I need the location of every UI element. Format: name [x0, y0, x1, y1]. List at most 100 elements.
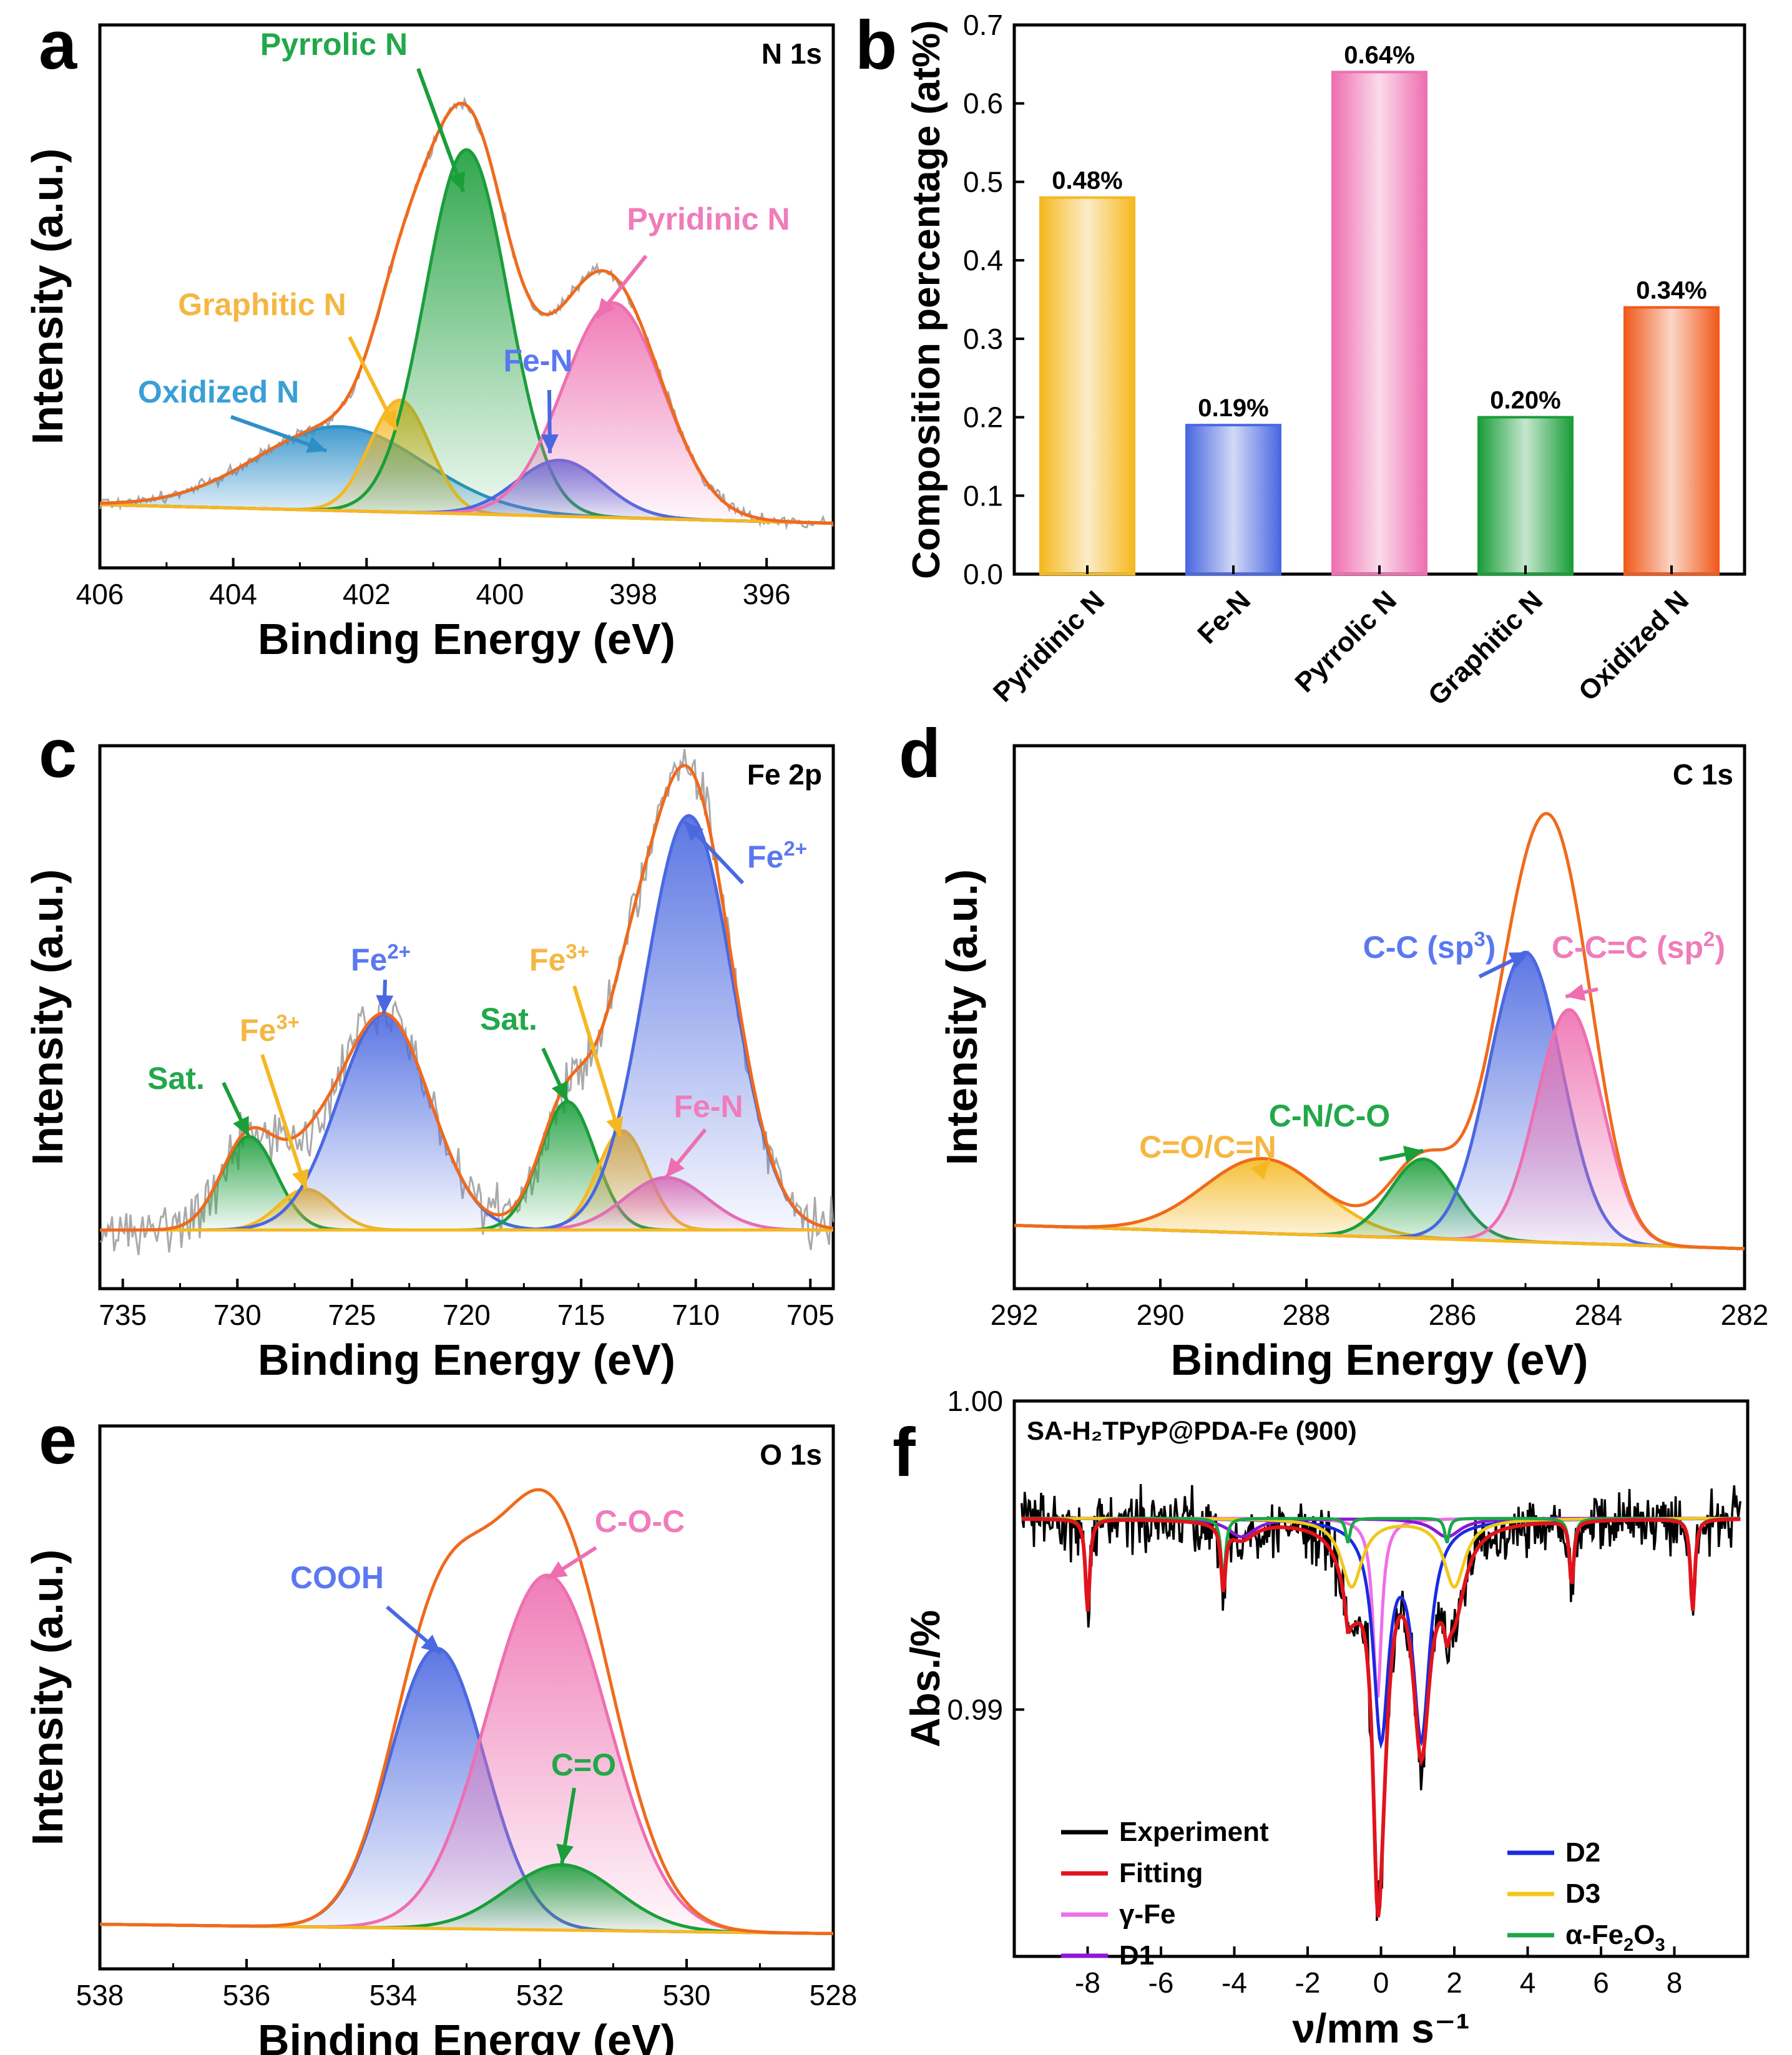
y-tick-label: 0.2	[963, 401, 1003, 434]
spectrum-tag: Fe 2p	[747, 758, 822, 791]
legend-label-d2: D2	[1565, 1837, 1600, 1868]
y-tick-label: 0.0	[963, 558, 1003, 590]
peak-label-fe3: Fe3+​	[240, 1010, 300, 1048]
peak-arrow-c-o-c-head	[547, 1561, 568, 1579]
peak-label-pyridinic-n: Pyridinic N	[627, 202, 790, 237]
panel-letter-e: e	[39, 1402, 77, 1478]
legend-label-fe-o: α-Fe2​O3​	[1565, 1920, 1665, 1955]
peak-arrow-fe2-head	[376, 995, 394, 1014]
bar-pyridinic-n	[1039, 196, 1135, 576]
baseline-line	[1014, 1224, 1745, 1251]
panel-c: 735 730 725 720 715 710 705 Binding Energy (eV)…	[23, 744, 835, 1384]
y-axis-label: Abs./%	[902, 1610, 948, 1747]
x-tick-label: 710	[672, 1299, 720, 1331]
peak-arrow-fe3	[572, 985, 622, 1138]
x-tick-label: 0	[1373, 1966, 1389, 1999]
bar-pyrrolic-n	[1331, 71, 1427, 575]
peak-area-c-n-c-o	[1014, 1159, 1745, 1249]
y-tick-label: 0.5	[963, 165, 1003, 198]
peak-label-fe2: Fe2+​	[351, 940, 411, 977]
x-tick-label: -6	[1148, 1966, 1174, 1999]
peak-label-sat: Sat.	[480, 1002, 537, 1037]
peak-label-fe-n: Fe-N	[673, 1089, 743, 1124]
peak-arrow-c-n-c-o-head	[1403, 1146, 1424, 1163]
peak-area-pyrrolic-n	[100, 149, 833, 524]
panel-b: 0.0 0.1 0.2 0.3 0.4 0.5 0.6 0.7 Composition perc…	[905, 9, 1746, 711]
peak-arrow-fe-n-head	[541, 434, 559, 454]
y-axis-label: Intensity (a.u.)	[23, 1550, 72, 1845]
x-tick-label: 530	[663, 1979, 711, 2011]
x-tick-label: 290	[1137, 1299, 1185, 1331]
x-category-label: Pyridinic N	[987, 585, 1110, 708]
x-tick-label: 534	[370, 1979, 418, 2011]
panel-letter-b: b	[855, 7, 897, 84]
spectrum-tag: C 1s	[1673, 758, 1733, 791]
x-tick-label: 406	[76, 578, 124, 610]
x-tick-label: 730	[213, 1299, 262, 1331]
x-axis-label: Binding Energy (eV)	[258, 1335, 675, 1384]
panel-letter-a: a	[39, 7, 77, 84]
peak-label-graphitic-n: Graphitic N	[178, 287, 346, 322]
envelope-line	[100, 764, 834, 1232]
peak-arrow-c-o-c-n-head	[1251, 1159, 1270, 1180]
x-tick-label: 282	[1721, 1299, 1769, 1331]
bar-value-label: 0.64%	[1344, 41, 1414, 69]
spectrum-tag: O 1s	[760, 1438, 822, 1471]
bar-graphitic-n	[1477, 416, 1574, 575]
legend-label-experiment: Experiment	[1119, 1817, 1269, 1847]
peak-label-sat: Sat.	[147, 1061, 205, 1096]
y-tick-label: 0.99	[947, 1693, 1003, 1726]
envelope-line	[100, 102, 834, 525]
x-tick-label: 4	[1520, 1966, 1536, 1999]
y-axis-label: Composition percentage (at%)	[905, 20, 948, 579]
x-tick-label: 536	[223, 1979, 271, 2011]
x-axis-label: Binding Energy (eV)	[258, 2016, 675, 2055]
peak-arrow-c-c-sp3-head	[1508, 952, 1529, 969]
peak-label-c-o-c-n: C=O/C=N	[1139, 1130, 1276, 1164]
y-tick-label: 0.1	[963, 479, 1003, 512]
panel-e: 538 536 534 532 530 528 Binding Energy (eV) Int…	[23, 1424, 858, 2055]
x-tick-label: 720	[443, 1299, 491, 1331]
peak-arrow-fe3	[260, 1054, 308, 1190]
x-tick-label: 528	[810, 1979, 858, 2011]
peak-label-cooh: COOH	[290, 1560, 384, 1595]
peak-arrow-fe3-head	[606, 1116, 624, 1137]
x-tick-label: 735	[99, 1299, 147, 1331]
peak-arrow-pyrrolic-n-head	[448, 171, 466, 192]
x-category-label: Fe-N	[1192, 585, 1256, 650]
peak-area-fe2	[100, 816, 833, 1230]
x-category-label: Graphitic N	[1422, 585, 1549, 711]
peak-arrow-pyrrolic-n	[416, 67, 465, 193]
x-tick-label: 725	[328, 1299, 376, 1331]
peak-arrow-oxidized-n-head	[306, 436, 327, 453]
panel-letter-d: d	[899, 715, 941, 792]
y-axis-label: Intensity (a.u.)	[938, 869, 986, 1165]
sample-title: SA-H₂TPyP@PDA-Fe (900)	[1027, 1416, 1357, 1445]
peak-label-pyrrolic-n: Pyrrolic N	[260, 27, 408, 62]
x-tick-label: 286	[1429, 1299, 1477, 1331]
x-tick-label: 288	[1283, 1299, 1331, 1331]
x-tick-label: 715	[557, 1299, 605, 1331]
peak-area-c-o	[100, 1865, 833, 1934]
legend-label-fe: γ-Fe	[1119, 1899, 1175, 1930]
y-axis-label: Intensity (a.u.)	[23, 869, 72, 1165]
peak-label-c-o-c: C-O-C	[595, 1504, 685, 1539]
x-category-label: Pyrrolic N	[1289, 585, 1403, 698]
spectrum-tag: N 1s	[761, 37, 822, 70]
x-tick-label: 284	[1575, 1299, 1623, 1331]
peak-area-oxidized-n	[100, 426, 833, 524]
peak-label-c-o: C=O	[551, 1747, 616, 1782]
x-tick-label: 538	[76, 1979, 124, 2011]
x-tick-label: -8	[1075, 1966, 1100, 1999]
bar-fe-n	[1185, 424, 1281, 576]
baseline-line	[99, 503, 834, 525]
x-tick-label: 400	[476, 578, 524, 610]
peak-label-c-n-c-o: C-N/C-O	[1269, 1098, 1390, 1133]
component-line-fe	[1021, 1516, 1741, 1701]
y-axis-label: Intensity (a.u.)	[23, 149, 72, 444]
peak-arrow-c-o-head	[556, 1843, 574, 1864]
x-tick-label: 292	[991, 1299, 1039, 1331]
y-tick-label: 0.3	[963, 323, 1003, 355]
legend-label-d3: D3	[1565, 1878, 1600, 1909]
